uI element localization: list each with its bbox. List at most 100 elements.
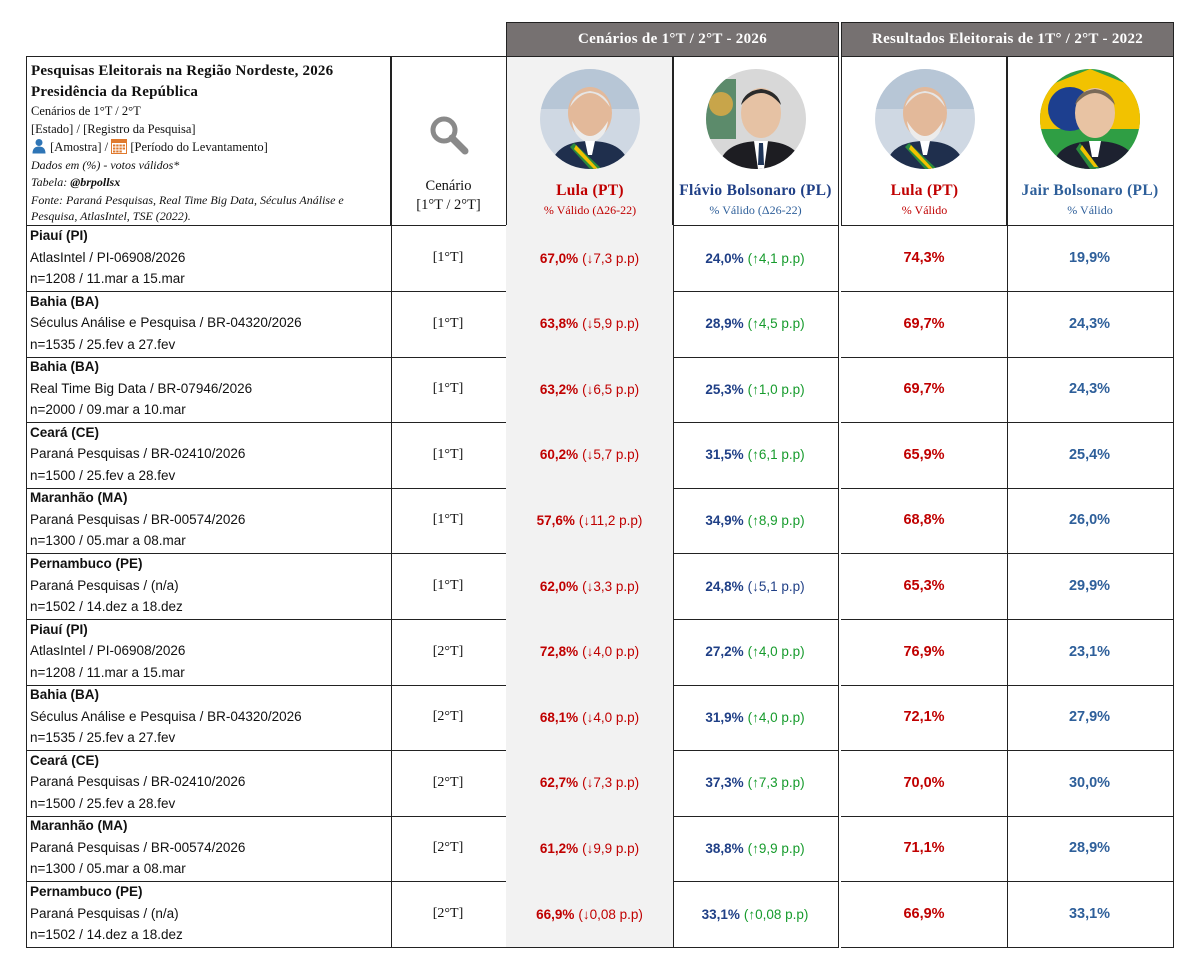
candidate-jair-2022: Jair Bolsonaro (PL) % Válido	[1006, 56, 1174, 226]
lula-2026-cell: 66,9% (↓0,08 p.p)	[506, 881, 674, 949]
lula-2026-value: 68,1%	[539, 709, 579, 725]
candidate-name: Lula (PT)	[890, 182, 959, 199]
jair-2022-cell: 28,9%	[1006, 815, 1174, 883]
lula-2022-cell: 69,7%	[841, 356, 1008, 424]
legend-fonte: Fonte: Paraná Pesquisas, Real Time Big D…	[31, 192, 344, 223]
registry-line: AtlasIntel / PI-06908/2026	[30, 247, 391, 269]
flavio-2026-cell: 28,9% (↑4,5 p.p)	[672, 290, 839, 358]
table-row-label: Ceará (CE) Paraná Pesquisas / BR-02410/20…	[26, 421, 392, 489]
cenario-cell: [1°T]	[390, 290, 507, 358]
candidate-name: Jair Bolsonaro (PL)	[1021, 182, 1159, 199]
legend-cenarios: Cenários de 1°T / 2°T	[31, 104, 141, 118]
lula-2022-value: 69,7%	[903, 315, 945, 332]
jair-2022-value: 29,9%	[1068, 578, 1111, 595]
sample-line: n=1502 / 14.dez a 18.dez	[30, 924, 391, 946]
table-row-label: Ceará (CE) Paraná Pesquisas / BR-02410/20…	[26, 749, 392, 817]
search-icon	[430, 116, 468, 155]
poll-sample-period: n=1208 / 11.mar a 15.mar	[30, 271, 185, 286]
state-name: Maranhão (MA)	[30, 490, 128, 506]
lula-2022-cell: 70,0%	[841, 749, 1008, 817]
table-row-label: Bahia (BA) Séculus Análise e Pesquisa / B…	[26, 290, 392, 358]
state-line: Ceará (CE)	[30, 750, 391, 772]
lula-2022-value: 74,3%	[903, 250, 945, 267]
registry-line: Paraná Pesquisas / BR-02410/2026	[30, 443, 391, 465]
poll-registry: Séculus Análise e Pesquisa / BR-04320/20…	[30, 708, 302, 724]
jair-photo	[1040, 69, 1140, 169]
flavio-2026-delta: (↑4,0 p.p)	[747, 644, 805, 660]
candidate-sub: % Válido	[1067, 203, 1113, 217]
band-2026-label: Cenários de 1°T / 2°T - 2026	[577, 31, 768, 47]
table-row-label: Pernambuco (PE) Paraná Pesquisas / (n/a) n…	[26, 553, 392, 621]
cenario-value: [2°T]	[432, 774, 464, 790]
lula-2022-value: 66,9%	[903, 906, 945, 923]
lula-photo	[540, 69, 640, 169]
lula-2026-delta: (↓4,0 p.p)	[582, 709, 640, 725]
lula-2022-value: 76,9%	[903, 643, 945, 660]
flavio-2026-delta: (↑6,1 p.p)	[747, 447, 805, 463]
legend-amostra-label: [Amostra] /	[50, 140, 109, 154]
poll-sample-period: n=2000 / 09.mar a 10.mar	[30, 402, 186, 418]
legend-periodo-label: [Período do Levantamento]	[130, 140, 268, 154]
flavio-2026-cell: 34,9% (↑8,9 p.p)	[672, 487, 839, 555]
lula-2026-value: 63,8%	[539, 316, 579, 332]
flavio-2026-value: 38,8%	[705, 840, 744, 856]
lula-2026-delta: (↓11,2 p.p)	[578, 512, 643, 528]
cenario-value: [1°T]	[432, 446, 464, 462]
registry-line: AtlasIntel / PI-06908/2026	[30, 640, 391, 662]
state-line: Piauí (PI)	[30, 619, 391, 641]
flavio-2026-delta: (↑8,9 p.p)	[747, 512, 805, 528]
flavio-2026-cell: 38,8% (↑9,9 p.p)	[672, 815, 839, 883]
legend-dados: Dados em (%) - votos válidos*	[31, 157, 180, 172]
lula-2026-delta: (↓7,3 p.p)	[582, 250, 640, 266]
flavio-2026-value: 31,9%	[705, 709, 744, 725]
lula-2026-value: 57,6%	[536, 512, 575, 528]
poll-registry: Paraná Pesquisas / BR-02410/2026	[30, 446, 246, 462]
poll-registry: AtlasIntel / PI-06908/2026	[30, 249, 186, 265]
flavio-2026-value: 24,8%	[705, 578, 744, 594]
lula-2026-value: 63,2%	[539, 381, 579, 397]
state-name: Bahia (BA)	[30, 687, 100, 703]
lula-2022-cell: 68,8%	[841, 487, 1008, 555]
jair-2022-value: 33,1%	[1068, 906, 1111, 923]
flavio-2026-cell: 25,3% (↑1,0 p.p)	[672, 356, 839, 424]
sample-line: n=2000 / 09.mar a 10.mar	[30, 399, 391, 421]
registry-line: Paraná Pesquisas / (n/a)	[30, 903, 391, 925]
registry-line: Paraná Pesquisas / BR-00574/2026	[30, 837, 391, 859]
flavio-2026-value: 27,2%	[705, 644, 744, 660]
registry-line: Paraná Pesquisas / BR-02410/2026	[30, 771, 391, 793]
sample-line: n=1502 / 14.dez a 18.dez	[30, 596, 391, 618]
lula-2022-cell: 65,3%	[841, 553, 1008, 621]
lula-2026-value: 66,9%	[536, 906, 575, 922]
poll-sample-period: n=1535 / 25.fev a 27.fev	[30, 336, 176, 352]
table-row-label: Maranhão (MA) Paraná Pesquisas / BR-00574…	[26, 815, 392, 883]
cenario-cell: [2°T]	[390, 684, 507, 752]
sample-line: n=1535 / 25.fev a 27.fev	[30, 727, 391, 749]
legend-amostra: [Amostra] / [Período do Levantamento]	[31, 138, 387, 157]
legend-estado: [Estado] / [Registro da Pesquisa]	[31, 121, 196, 136]
poll-registry: Séculus Análise e Pesquisa / BR-04320/20…	[30, 315, 302, 331]
flavio-2026-delta: (↑9,9 p.p)	[747, 840, 805, 856]
lula-2022-value: 69,7%	[903, 381, 945, 398]
state-name: Bahia (BA)	[30, 293, 100, 309]
flavio-2026-cell: 31,5% (↑6,1 p.p)	[672, 421, 839, 489]
flavio-2026-cell: 33,1% (↑0,08 p.p)	[672, 881, 839, 949]
table-row-label: Maranhão (MA) Paraná Pesquisas / BR-00574…	[26, 487, 392, 555]
lula-2026-cell: 62,7% (↓7,3 p.p)	[506, 749, 674, 817]
band-2026: Cenários de 1°T / 2°T - 2026	[506, 22, 839, 57]
flavio-2026-value: 25,3%	[705, 381, 744, 397]
state-name: Ceará (CE)	[30, 752, 100, 768]
lula-2022-cell: 66,9%	[841, 881, 1008, 949]
lula-2022-cell: 74,3%	[841, 225, 1008, 293]
cenario-cell: [2°T]	[390, 749, 507, 817]
lula-2026-delta: (↓5,7 p.p)	[582, 447, 640, 463]
state-name: Bahia (BA)	[30, 359, 100, 375]
candidate-flavio-2026: Flávio Bolsonaro (PL) % Válido (Δ26-22)	[672, 56, 839, 226]
lula-2026-delta: (↓3,3 p.p)	[582, 578, 640, 594]
table-row-label: Bahia (BA) Real Time Big Data / BR-07946/…	[26, 356, 392, 424]
state-line: Bahia (BA)	[30, 291, 391, 313]
table-title: Pesquisas Eleitorais na Região Nordeste,…	[31, 63, 334, 79]
flavio-2026-value: 34,9%	[705, 512, 744, 528]
lula-2026-value: 62,7%	[539, 775, 579, 791]
poll-registry: Paraná Pesquisas / BR-00574/2026	[30, 511, 246, 527]
cenario-value: [2°T]	[432, 643, 464, 659]
